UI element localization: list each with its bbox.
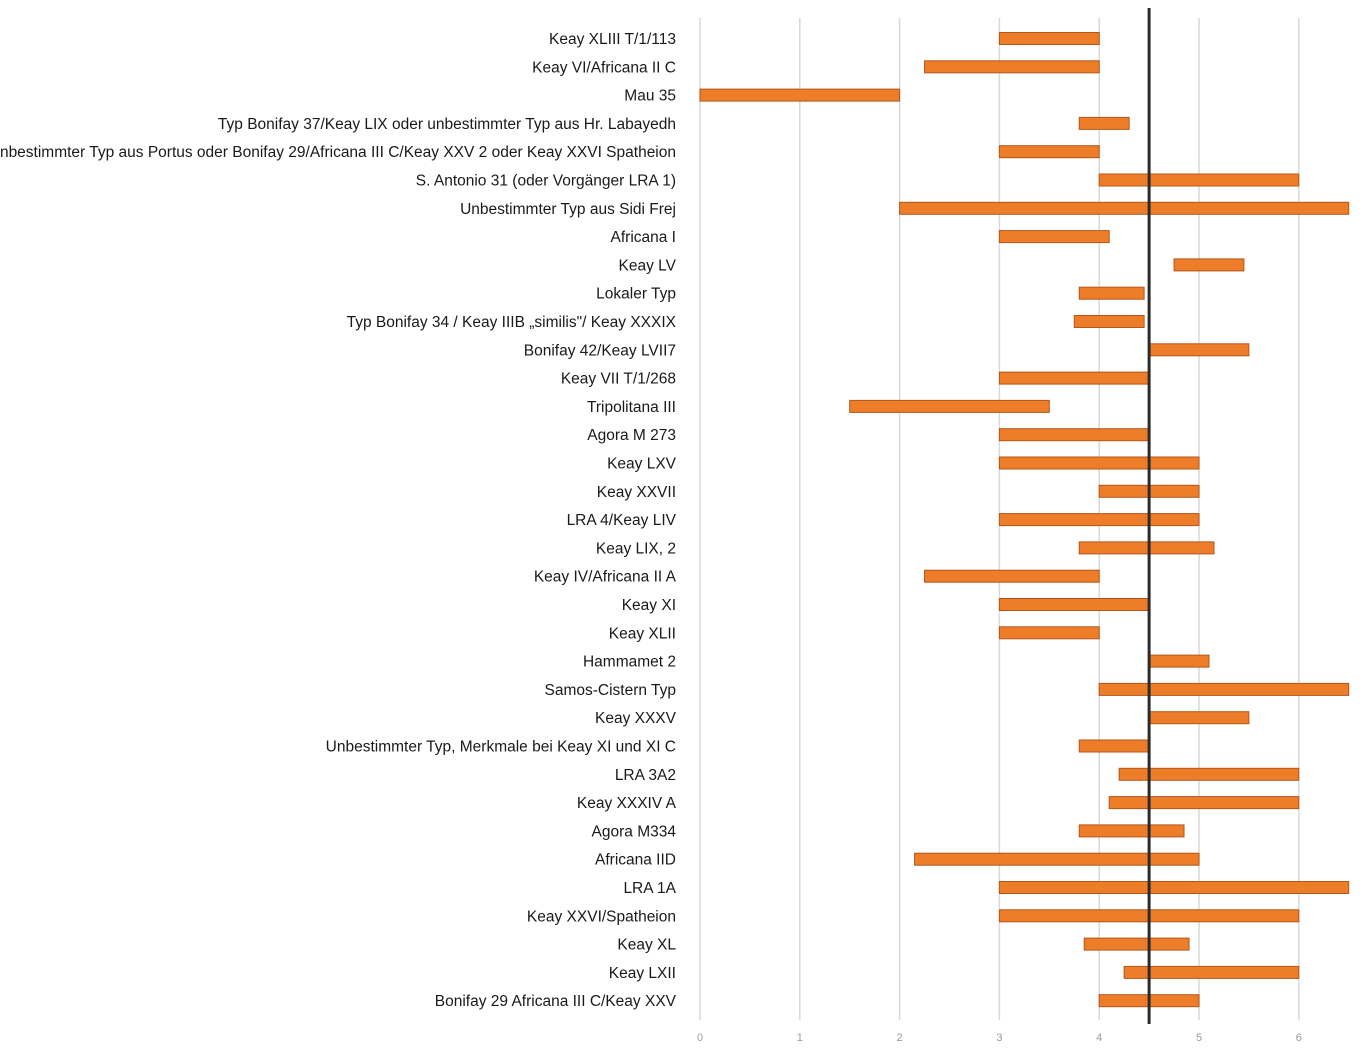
range-bar [1078, 824, 1185, 838]
range-bar [1148, 343, 1250, 357]
x-tick-label: 1 [797, 1032, 803, 1044]
category-label: Keay XXXIV A [577, 795, 677, 812]
x-tick-label: 3 [996, 1032, 1002, 1044]
range-bar [924, 569, 1100, 583]
range-bar [1148, 711, 1250, 725]
category-label: Agora M 273 [587, 427, 676, 444]
x-tick-label: 4 [1096, 1032, 1102, 1044]
category-label: Mau 35 [624, 88, 676, 105]
category-label: Unbestimmter Typ aus Portus oder Bonifay… [0, 144, 676, 161]
range-bar [998, 230, 1110, 244]
category-label: Keay XI [622, 597, 676, 614]
range-bar [699, 88, 901, 102]
category-label: Samos-Cistern Typ [544, 682, 676, 699]
range-bar [899, 201, 1350, 215]
range-bar [998, 32, 1100, 45]
range-bar [998, 428, 1150, 442]
range-bar [1108, 796, 1300, 810]
range-bar [1098, 173, 1300, 187]
range-bar [1078, 739, 1150, 753]
range-bar [1173, 258, 1245, 272]
category-label: Typ Bonifay 37/Keay LIX oder unbestimmte… [218, 116, 676, 133]
category-labels: Keay XLIII T/1/113 Keay VI/Africana II C M… [0, 31, 677, 1010]
range-bar [1078, 286, 1145, 300]
category-label: Keay XLII [609, 625, 676, 642]
range-bar [1073, 315, 1145, 328]
range-bar [1078, 116, 1130, 130]
x-tick-label: 0 [697, 1032, 703, 1044]
category-label: Keay LXV [607, 456, 677, 473]
category-label: Typ Bonifay 34 / Keay IIIB „similis"/ Ke… [347, 314, 677, 331]
category-label: Keay XLIII T/1/113 [549, 31, 676, 48]
range-bar [849, 399, 1050, 413]
category-label: Keay LXII [609, 965, 676, 982]
category-label: Keay XXXV [595, 710, 677, 727]
category-label: Lokaler Typ [596, 286, 676, 303]
range-bar [1083, 937, 1190, 951]
x-tick-label: 5 [1196, 1032, 1202, 1044]
category-label: Africana IID [595, 852, 676, 869]
category-label: Keay XXVI/Spatheion [527, 908, 676, 925]
range-bar [1123, 965, 1300, 979]
category-label: Keay LIX, 2 [596, 540, 676, 557]
category-label: Keay XL [617, 937, 676, 954]
category-label: Unbestimmter Typ aus Sidi Frej [460, 201, 676, 218]
category-label: Keay IV/Africana II A [534, 569, 677, 586]
range-bars [699, 32, 1350, 1008]
range-bar [1148, 654, 1210, 668]
category-label: Unbestimmter Typ, Merkmale bei Keay XI u… [326, 739, 676, 756]
category-label: Bonifay 42/Keay LVII7 [524, 342, 676, 359]
category-label: Keay XXVII [597, 484, 676, 501]
category-label: Keay VII T/1/268 [561, 371, 676, 388]
range-bar [998, 598, 1150, 611]
range-bar [924, 60, 1100, 74]
x-tick-label: 6 [1296, 1032, 1302, 1044]
range-bar [998, 371, 1150, 385]
category-label: S. Antonio 31 (oder Vorgänger LRA 1) [416, 173, 676, 190]
category-label: Hammamet 2 [583, 654, 676, 671]
range-bar [1098, 682, 1350, 696]
category-label: LRA 4/Keay LIV [567, 512, 677, 529]
category-label: Agora M334 [592, 823, 677, 840]
range-bar [914, 852, 1200, 866]
category-label: Africana I [611, 229, 676, 246]
category-label: Keay LV [619, 257, 677, 274]
range-bar [998, 145, 1100, 159]
x-tick-labels: 0 1 2 3 4 5 6 [697, 1032, 1302, 1044]
category-label: LRA 1A [623, 880, 676, 897]
x-tick-label: 2 [897, 1032, 903, 1044]
range-bar [998, 881, 1350, 894]
category-label: LRA 3A2 [615, 767, 676, 784]
range-bar [998, 626, 1100, 640]
category-label: Bonifay 29 Africana III C/Keay XXV [435, 993, 677, 1010]
range-bar [998, 513, 1200, 527]
category-label: Keay VI/Africana II C [532, 59, 676, 76]
range-bar [998, 456, 1200, 470]
category-label: Tripolitana III [587, 399, 676, 416]
range-bar [1078, 541, 1215, 555]
range-bar [1118, 767, 1300, 781]
